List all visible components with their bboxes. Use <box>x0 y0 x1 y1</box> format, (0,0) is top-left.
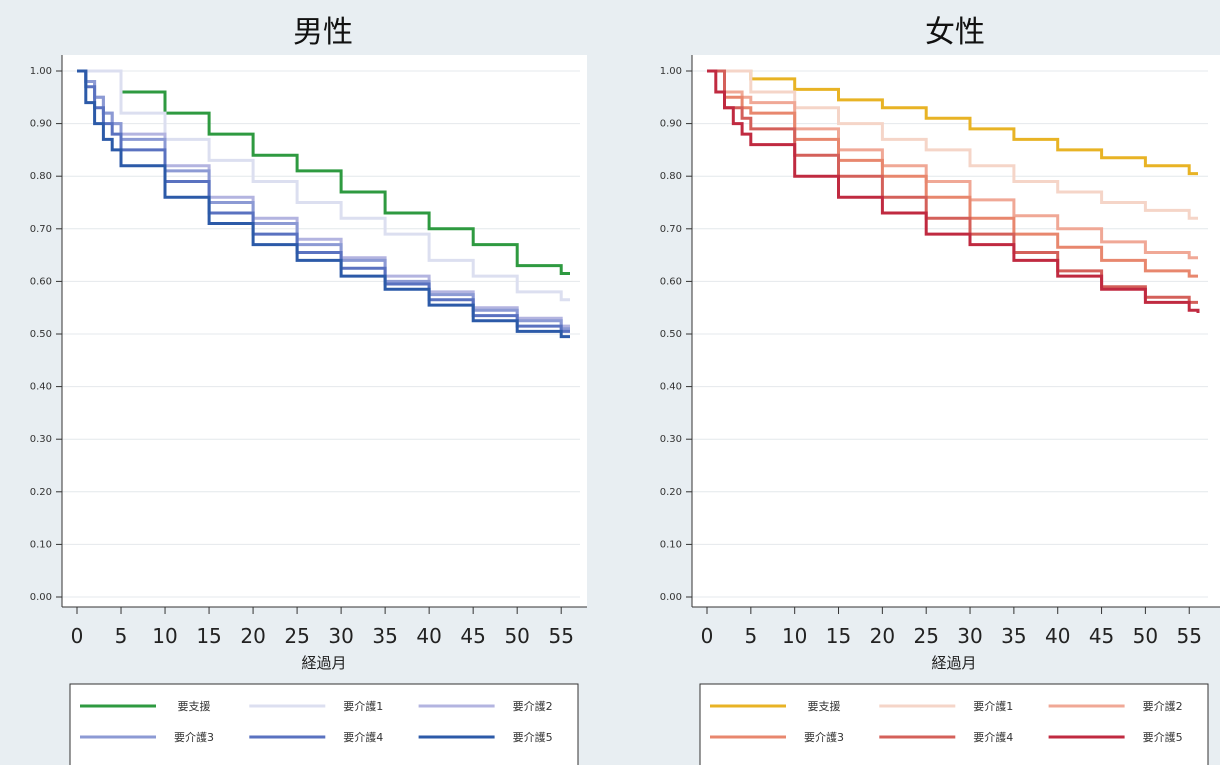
x-tick-label: 25 <box>913 624 938 648</box>
y-tick-label: 0.10 <box>30 539 52 550</box>
x-tick-label: 35 <box>1001 624 1026 648</box>
series-group <box>77 69 570 339</box>
y-tick-label: 0.30 <box>660 434 682 445</box>
legend-label: 要介護5 <box>1143 730 1183 744</box>
x-tick-label: 50 <box>1133 624 1158 648</box>
y-tick-label: 0.20 <box>660 487 682 498</box>
y-tick-label: 0.70 <box>30 224 52 235</box>
chart-panel-female: 女性 0.000.100.200.300.400.500.600.700.800… <box>660 15 1220 765</box>
y-tick-label: 0.80 <box>30 171 52 182</box>
y-tick-label: 0.90 <box>660 119 682 130</box>
y-tick-label: 0.50 <box>30 329 52 340</box>
legend-label: 要介護4 <box>343 730 383 744</box>
x-tick-label: 30 <box>957 624 982 648</box>
x-tick-label: 45 <box>460 624 485 648</box>
chart-title: 女性 <box>925 15 985 50</box>
y-tick-label: 0.60 <box>660 276 682 287</box>
x-tick-label: 0 <box>701 624 714 648</box>
x-axis-ticks: 0 5 10 15 20 25 30 35 40 45 50 55 <box>71 607 574 648</box>
legend-label: 要介護4 <box>973 730 1013 744</box>
x-tick-label: 5 <box>744 624 757 648</box>
y-tick-label: 0.00 <box>660 592 682 603</box>
y-tick-label: 0.90 <box>30 119 52 130</box>
x-tick-label: 25 <box>284 624 309 648</box>
legend-box <box>69 683 579 765</box>
x-tick-label: 10 <box>782 624 807 648</box>
chart-title: 男性 <box>293 15 353 50</box>
y-tick-label: 0.00 <box>30 592 52 603</box>
legend-label: 要介護1 <box>343 699 383 713</box>
y-tick-label: 0.60 <box>30 276 52 287</box>
series-line-6 <box>707 69 1200 313</box>
y-axis-ticks: 0.00 0.10 0.20 0.30 0.40 0.50 0.60 0.70 0.80 0.90… <box>660 66 692 603</box>
legend-label: 要介護2 <box>513 699 553 713</box>
y-axis-ticks: 0.00 0.10 0.20 0.30 0.40 0.50 0.60 0.70 0.80 0.90… <box>30 66 62 603</box>
plot-area <box>62 55 587 607</box>
series-line-4 <box>707 69 1198 278</box>
x-axis-label: 経過月 <box>301 654 346 672</box>
legend: 要支援 要介護1 要介護2 要介護3 要介護4 要介護5 <box>80 699 553 744</box>
y-tick-label: 0.10 <box>660 539 682 550</box>
series-line-3 <box>707 69 1198 260</box>
y-tick-label: 0.40 <box>30 382 52 393</box>
legend-label: 要支援 <box>808 699 841 713</box>
y-tick-label: 1.00 <box>660 66 682 77</box>
x-tick-label: 55 <box>548 624 573 648</box>
x-tick-label: 20 <box>240 624 265 648</box>
y-tick-label: 0.30 <box>30 434 52 445</box>
x-tick-label: 15 <box>196 624 221 648</box>
series-line-5 <box>707 69 1198 304</box>
legend-label: 要介護3 <box>174 730 214 744</box>
x-tick-label: 15 <box>826 624 851 648</box>
chart-panel-male: 男性 0.000.100.200.300.400.500.600.700.800… <box>30 15 587 765</box>
y-tick-label: 0.80 <box>660 171 682 182</box>
series-line-1 <box>707 69 1198 176</box>
x-tick-label: 30 <box>328 624 353 648</box>
x-tick-label: 50 <box>504 624 529 648</box>
y-tick-label: 0.50 <box>660 329 682 340</box>
x-tick-label: 55 <box>1177 624 1202 648</box>
x-axis-label: 経過月 <box>931 654 976 672</box>
series-line-6 <box>77 69 570 339</box>
legend-label: 要介護3 <box>804 730 844 744</box>
legend-label: 要介護2 <box>1143 699 1183 713</box>
legend-label: 要介護1 <box>973 699 1013 713</box>
series-line-1 <box>77 69 570 275</box>
x-tick-label: 0 <box>71 624 84 648</box>
legend-label: 要介護5 <box>513 730 553 744</box>
y-tick-label: 0.70 <box>660 224 682 235</box>
x-tick-label: 10 <box>152 624 177 648</box>
x-tick-label: 35 <box>372 624 397 648</box>
y-tick-label: 0.20 <box>30 487 52 498</box>
legend-label: 要支援 <box>178 699 211 713</box>
series-group <box>707 69 1200 313</box>
x-tick-label: 20 <box>870 624 895 648</box>
y-tick-label: 1.00 <box>30 66 52 77</box>
plot-area <box>692 55 1220 607</box>
gridlines <box>62 70 580 598</box>
x-tick-label: 40 <box>416 624 441 648</box>
legend-box <box>699 683 1209 765</box>
gridlines <box>692 70 1208 598</box>
y-tick-label: 0.40 <box>660 382 682 393</box>
legend: 要支援 要介護1 要介護2 要介護3 要介護4 要介護5 <box>710 699 1183 744</box>
x-tick-label: 5 <box>115 624 128 648</box>
x-tick-label: 40 <box>1045 624 1070 648</box>
x-axis-ticks: 0 5 10 15 20 25 30 35 40 45 50 55 <box>701 607 1202 648</box>
x-tick-label: 45 <box>1089 624 1114 648</box>
